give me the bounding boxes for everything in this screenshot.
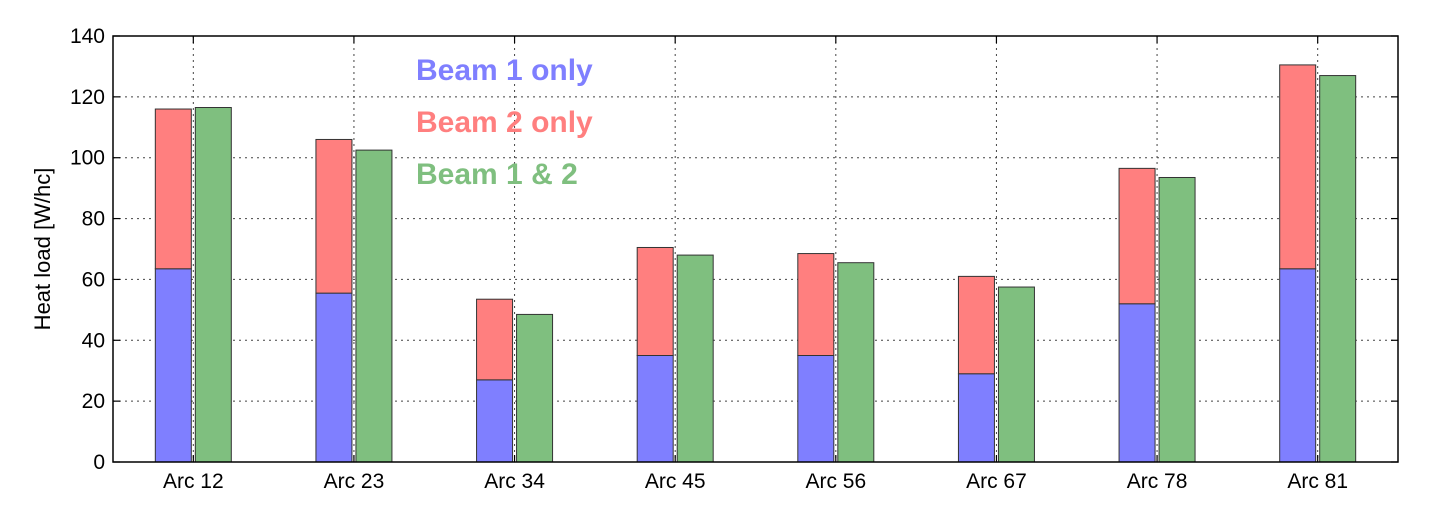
bar-beam-2-only bbox=[315, 138, 353, 294]
bar-beam-2-only bbox=[1279, 64, 1317, 270]
bar-beam-1-2 bbox=[676, 254, 714, 463]
legend-entry: Beam 2 only bbox=[416, 106, 593, 139]
x-tick-label: Arc 56 bbox=[805, 470, 866, 493]
bar-beam-1-2 bbox=[1319, 75, 1357, 463]
bar-beam-1-only bbox=[1279, 268, 1317, 463]
legend: Beam 1 only Beam 2 only Beam 1 & 2 bbox=[416, 54, 593, 191]
plot-frame bbox=[112, 35, 1399, 463]
grid-lines bbox=[113, 36, 1398, 462]
x-axis: Arc 12 Arc 23 Arc 34 Arc 45 Arc 56 Arc 67 Arc … bbox=[163, 36, 1348, 493]
bar-beam-1-2 bbox=[837, 262, 875, 463]
bars bbox=[154, 64, 1357, 463]
y-tick-label: 80 bbox=[82, 208, 105, 231]
bar-beam-1-only bbox=[154, 268, 192, 463]
legend-entry: Beam 1 & 2 bbox=[416, 158, 578, 191]
bar-beam-1-only bbox=[957, 373, 995, 463]
x-tick-label: Arc 23 bbox=[324, 470, 385, 493]
x-tick-label: Arc 78 bbox=[1127, 470, 1188, 493]
y-tick-label: 0 bbox=[93, 451, 105, 474]
x-tick-label: Arc 12 bbox=[163, 470, 224, 493]
bar-beam-1-only bbox=[315, 292, 353, 463]
y-tick-label: 100 bbox=[70, 147, 105, 170]
bar-beam-1-only bbox=[636, 355, 674, 463]
bar-beam-1-2 bbox=[194, 107, 232, 463]
bar-beam-2-only bbox=[797, 253, 835, 356]
y-axis-label: Heat load [W/hc] bbox=[30, 168, 55, 331]
y-tick-label: 60 bbox=[82, 268, 105, 291]
y-tick-label: 120 bbox=[70, 86, 105, 109]
x-tick-label: Arc 45 bbox=[645, 470, 706, 493]
bar-beam-1-2 bbox=[516, 313, 554, 463]
x-tick-label: Arc 67 bbox=[966, 470, 1027, 493]
y-tick-label: 140 bbox=[70, 25, 105, 48]
y-tick-label: 40 bbox=[82, 329, 105, 352]
bar-beam-1-2 bbox=[355, 149, 393, 463]
bar-beam-1-2 bbox=[1158, 176, 1196, 463]
x-tick-label: Arc 81 bbox=[1287, 470, 1348, 493]
bar-beam-2-only bbox=[476, 298, 514, 381]
bar-beam-2-only bbox=[154, 108, 192, 270]
legend-entry: Beam 1 only bbox=[416, 54, 593, 87]
y-axis: 0 20 40 60 80 100 120 140 bbox=[70, 25, 1398, 474]
bar-beam-2-only bbox=[1118, 167, 1156, 305]
x-tick-label: Arc 34 bbox=[484, 470, 545, 493]
bar-beam-1-only bbox=[797, 355, 835, 463]
bar-beam-2-only bbox=[957, 275, 995, 375]
bar-beam-1-only bbox=[1118, 303, 1156, 463]
bar-beam-1-2 bbox=[997, 286, 1035, 463]
bar-beam-2-only bbox=[636, 246, 674, 357]
y-tick-label: 20 bbox=[82, 390, 105, 413]
bar-beam-1-only bbox=[476, 379, 514, 463]
